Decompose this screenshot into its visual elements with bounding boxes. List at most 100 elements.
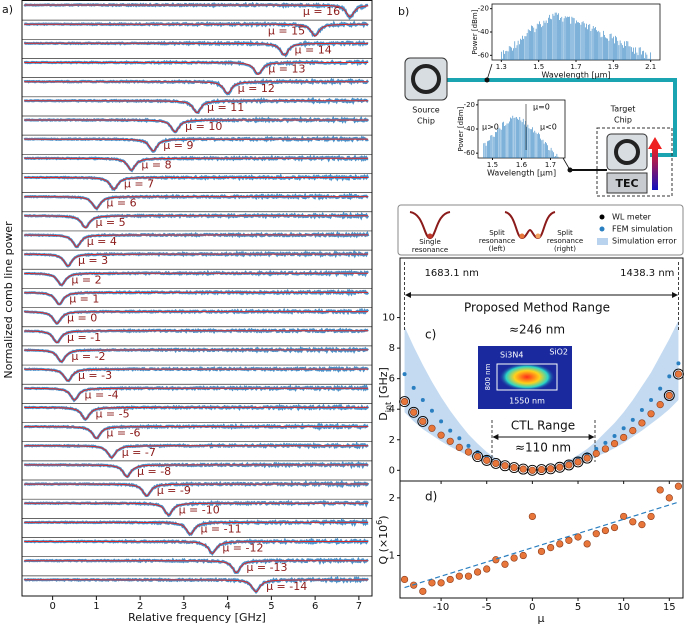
legend-label: FEM simulation — [612, 225, 673, 234]
measured-point — [565, 461, 573, 469]
y-tick-label: -60 — [478, 51, 489, 59]
trace-label: μ = -8 — [137, 465, 171, 478]
trace-measured — [24, 403, 370, 422]
fem-point — [603, 440, 608, 445]
spectrum — [483, 115, 559, 158]
trace-fit — [24, 234, 369, 248]
y-axis-label: Normalized comb line power — [2, 221, 15, 379]
thermometer — [652, 148, 658, 190]
q-point — [437, 579, 445, 587]
y-tick-label: -20 — [478, 5, 489, 13]
measured-point — [455, 443, 463, 451]
fem-point — [649, 398, 654, 403]
measured-point — [473, 452, 482, 461]
tec-label: TEC — [615, 177, 638, 190]
fem-point — [439, 419, 444, 424]
thermometer-head — [648, 137, 662, 149]
trace-fit — [24, 406, 369, 420]
fem-point — [466, 443, 471, 448]
y-tick-label: 1 — [389, 551, 395, 562]
x-tick-label: 2 — [137, 601, 143, 612]
trace-label: μ = 7 — [124, 178, 154, 191]
trace-fit — [24, 349, 369, 363]
measured-point — [620, 433, 628, 442]
trace-fit — [24, 138, 369, 152]
pointer — [486, 63, 493, 81]
q-point — [519, 551, 527, 560]
resonance-label: resonance — [412, 246, 448, 254]
wl-meter-point — [572, 456, 584, 468]
trace-label: μ = -10 — [179, 503, 220, 516]
measured-point — [537, 465, 546, 474]
trace-fit — [24, 272, 369, 286]
x-tick-label: 1.3 — [496, 63, 507, 71]
trace-measured — [23, 59, 369, 76]
trace-fit — [24, 579, 369, 593]
inset-bg — [477, 99, 566, 159]
trace-fit — [24, 483, 369, 497]
x-tick-label: -10 — [433, 602, 449, 613]
inset-x-label: Wavelength [μm] — [487, 169, 556, 178]
annotation: SiO2 — [549, 348, 568, 357]
q-point — [565, 536, 573, 544]
measured-point — [647, 410, 655, 418]
trace-fit — [24, 330, 369, 343]
q-point — [674, 482, 683, 490]
measured-point — [592, 449, 600, 458]
measured-point — [446, 437, 454, 445]
annotation: 1438.3 nm — [620, 268, 674, 279]
trace-label: μ = 10 — [185, 120, 222, 133]
y-tick-label: 10 — [382, 313, 395, 324]
trace-measured — [23, 211, 370, 229]
q-point — [592, 530, 600, 538]
annotation: 800 nm — [484, 363, 492, 390]
y-tick-label: 2 — [389, 493, 395, 504]
fem-point — [658, 386, 663, 391]
spectrum — [501, 12, 651, 60]
trace-label: μ = -3 — [78, 369, 112, 382]
q-point — [400, 575, 409, 584]
trace-fit — [24, 445, 369, 459]
x-tick-label: 1.6 — [516, 161, 528, 169]
tec — [606, 172, 648, 194]
trace-measured — [23, 230, 370, 249]
legend-label: Simulation error — [612, 237, 677, 246]
x-tick-label: 1.9 — [608, 63, 619, 71]
resonance-label: Split — [557, 229, 573, 237]
trace-fit — [24, 521, 369, 535]
fem-point — [630, 417, 635, 422]
y-tick-label: -40 — [478, 28, 489, 36]
trace-fit — [24, 560, 369, 573]
trace-measured — [23, 135, 369, 153]
x-tick-label: 6 — [312, 601, 318, 612]
y-axis-label-part: [GHz] — [377, 367, 390, 402]
x-tick-label: 1.7 — [545, 161, 556, 169]
wl-meter-point — [417, 415, 429, 427]
trace-fit — [24, 426, 369, 439]
trace-label: μ = 5 — [95, 216, 125, 229]
y-axis-label-part: ) — [377, 515, 390, 519]
target-chip — [606, 133, 648, 171]
measured-point — [601, 445, 610, 453]
mode-field — [499, 363, 555, 391]
measured-point — [656, 401, 664, 409]
source-label: Source — [412, 106, 440, 115]
q-point — [601, 526, 610, 535]
fem-point — [448, 428, 453, 433]
measured-point — [492, 459, 500, 468]
q-point — [583, 540, 591, 548]
trace-measured — [23, 154, 369, 173]
legend-box — [397, 204, 684, 256]
measured-point — [510, 463, 518, 472]
trace-label: μ = 1 — [69, 293, 99, 306]
wl-meter-point — [517, 463, 529, 475]
wl-meter-point — [526, 464, 538, 476]
measured-point — [428, 424, 436, 432]
trace-fit — [24, 541, 369, 554]
wl-meter-point — [663, 390, 675, 401]
y-tick-label: -60 — [464, 149, 475, 157]
q-point — [483, 565, 491, 573]
inset-label: μ>0 — [482, 123, 499, 132]
measured-point — [519, 465, 527, 473]
y-tick-label: -20 — [464, 101, 475, 109]
